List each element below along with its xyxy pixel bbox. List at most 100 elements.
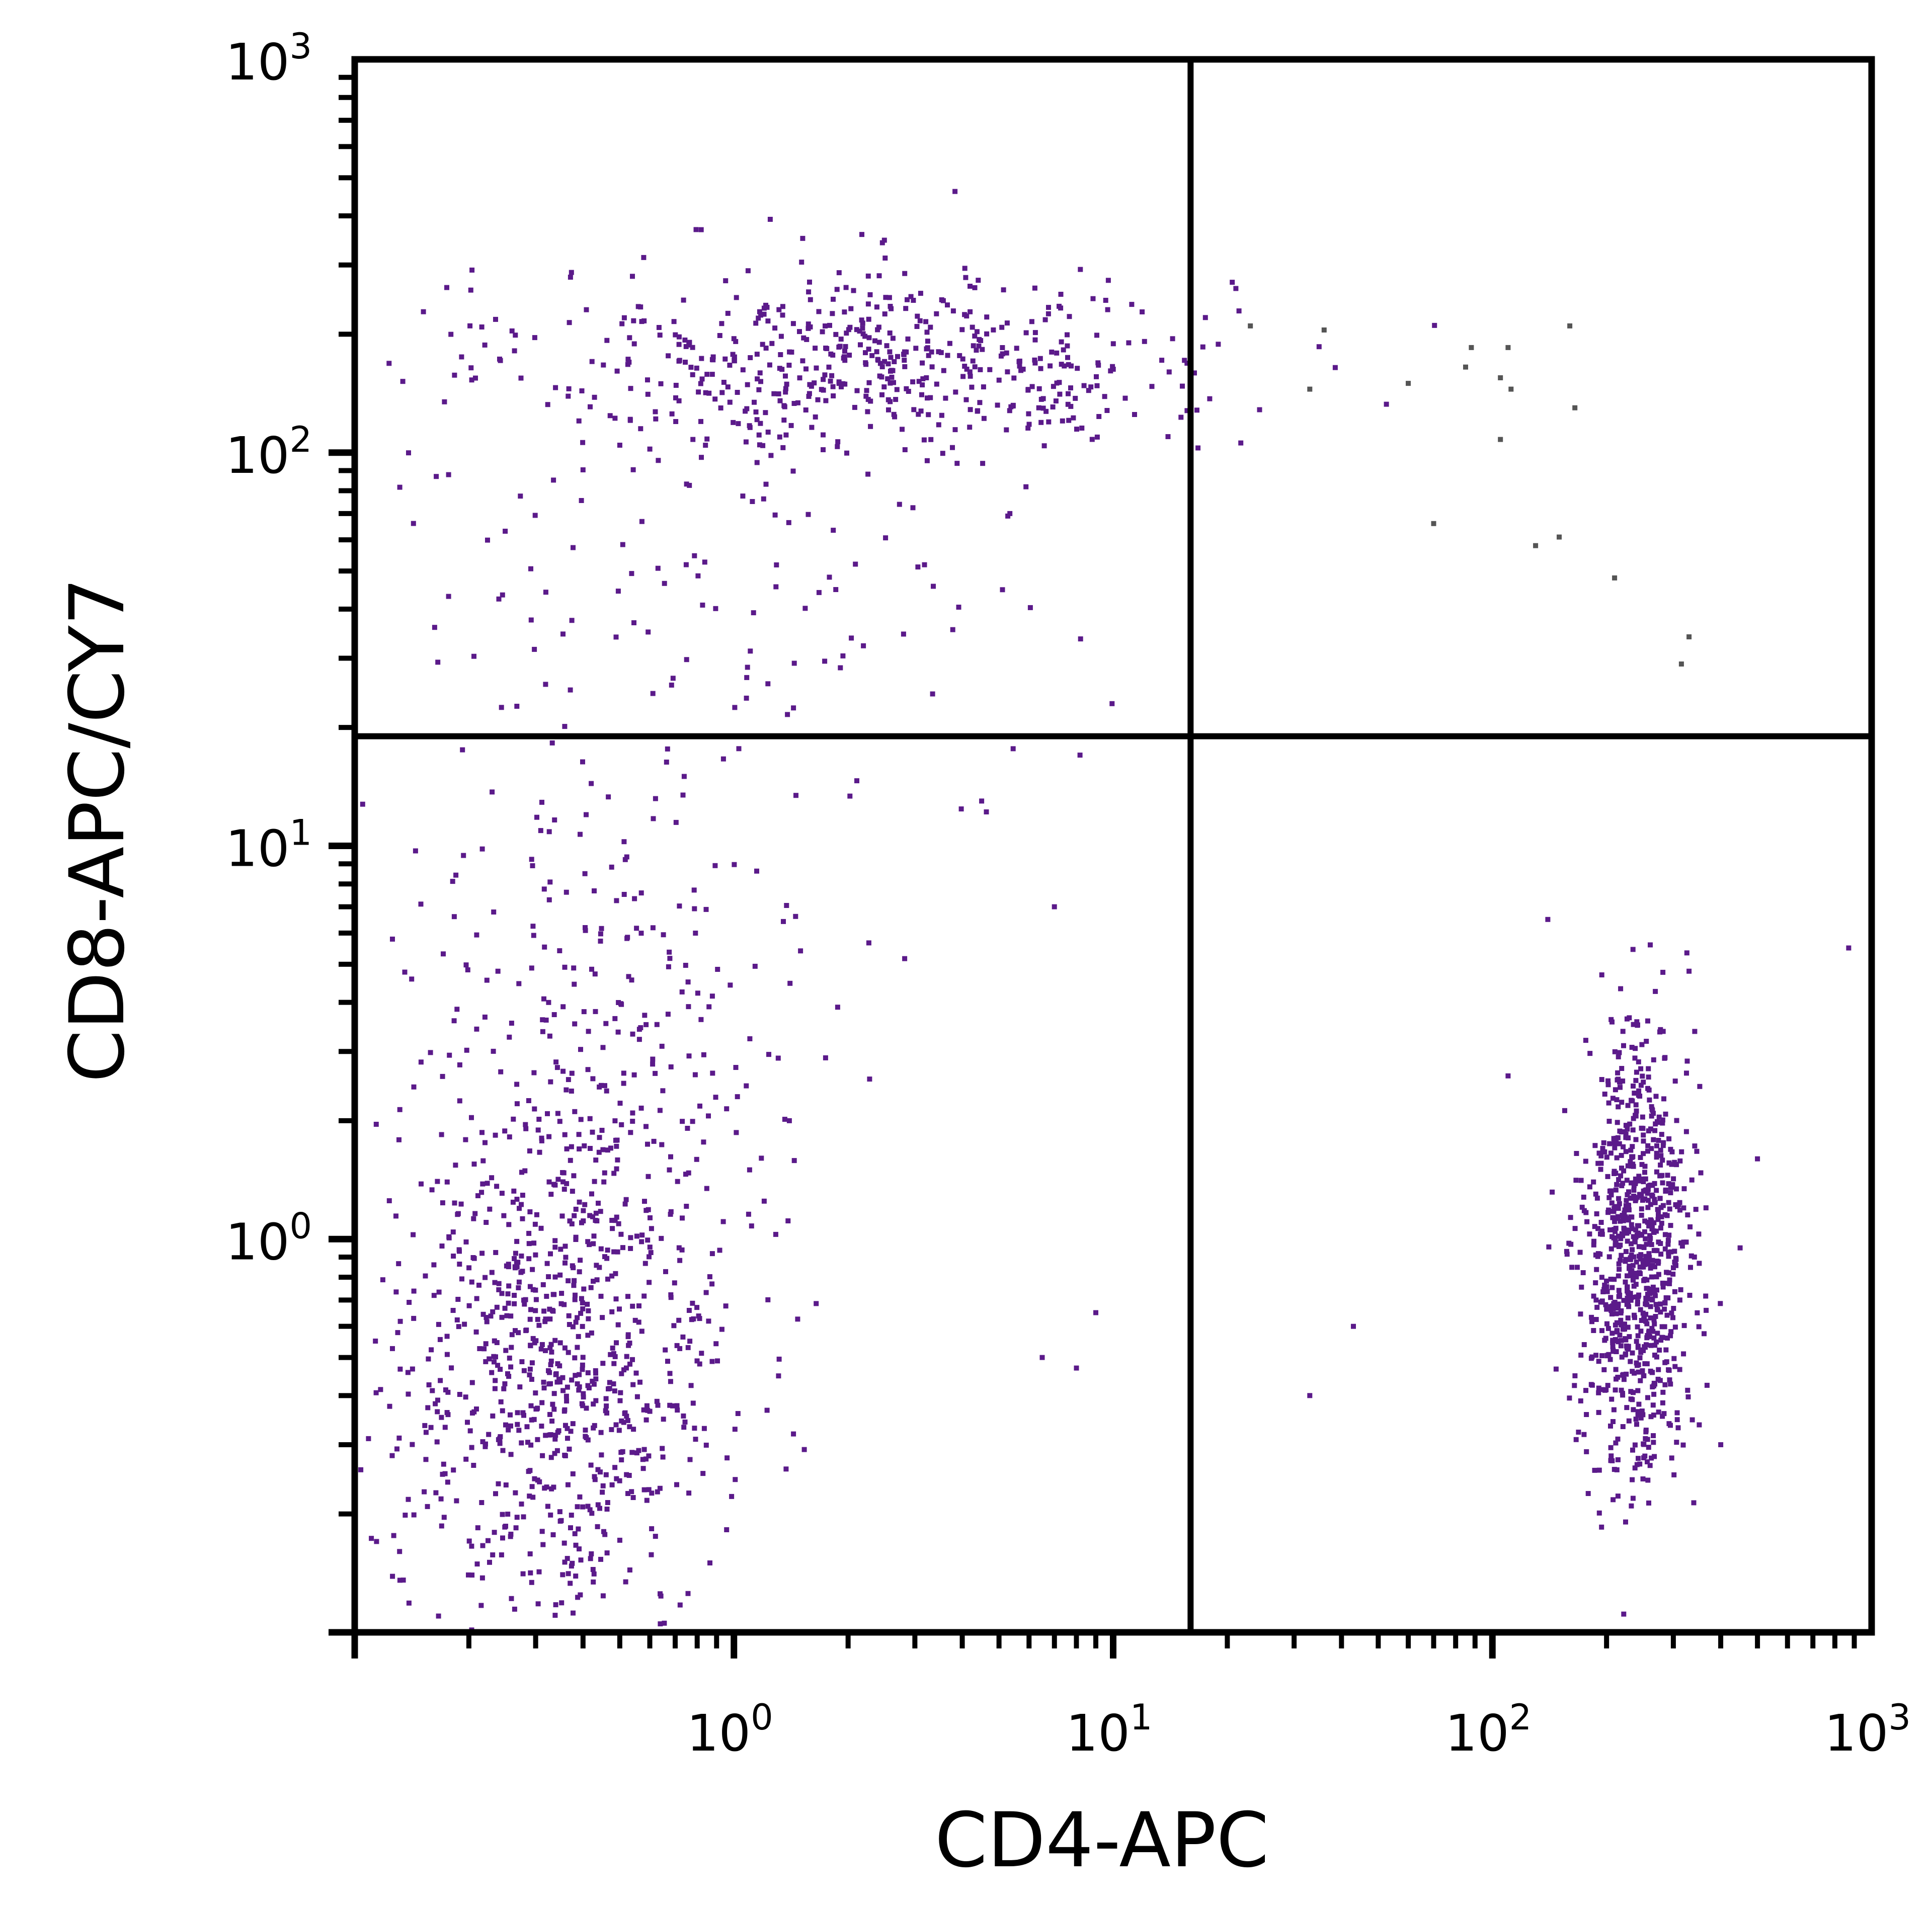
event-point <box>643 1456 649 1462</box>
event-point <box>1669 1185 1675 1190</box>
event-point <box>950 308 956 314</box>
event-point <box>586 1316 591 1321</box>
event-point <box>655 1402 661 1408</box>
event-point <box>685 1591 691 1596</box>
event-point <box>662 581 667 586</box>
event-point <box>890 368 896 373</box>
event-point <box>683 562 689 567</box>
event-point <box>551 477 556 483</box>
event-point <box>514 1260 519 1265</box>
event-point <box>1564 1252 1570 1257</box>
event-point <box>710 354 716 360</box>
event-point <box>489 1175 495 1181</box>
event-point <box>945 353 950 358</box>
event-point <box>397 1107 403 1112</box>
event-point <box>911 298 916 303</box>
event-point <box>484 1315 489 1320</box>
event-point <box>736 421 741 427</box>
event-point <box>1564 1249 1569 1254</box>
event-point <box>631 318 636 323</box>
event-point <box>1687 1293 1693 1298</box>
event-point <box>411 1288 417 1294</box>
event-point <box>609 1482 615 1487</box>
event-point <box>790 321 796 326</box>
event-point <box>521 1413 526 1418</box>
event-point <box>444 1334 450 1339</box>
event-point <box>572 981 577 987</box>
event-point <box>1431 521 1436 526</box>
event-point <box>1307 1393 1313 1398</box>
event-point <box>565 1556 570 1561</box>
event-point <box>595 1502 601 1508</box>
event-point <box>572 1297 578 1302</box>
event-point <box>691 887 697 893</box>
event-point <box>1533 543 1539 548</box>
event-point <box>584 307 589 312</box>
event-point <box>1627 1334 1632 1340</box>
event-point <box>446 1235 452 1240</box>
event-point <box>1646 1074 1651 1080</box>
event-point <box>548 1381 553 1386</box>
event-point <box>553 1372 558 1377</box>
event-point <box>390 936 395 942</box>
event-point <box>1573 1178 1579 1183</box>
event-point <box>597 1506 602 1511</box>
event-point <box>614 368 620 374</box>
event-point <box>1659 1220 1664 1226</box>
event-point <box>1652 1343 1658 1348</box>
event-point <box>1596 1467 1602 1473</box>
event-point <box>500 592 505 598</box>
event-point <box>904 349 909 355</box>
event-point <box>676 398 682 403</box>
event-point <box>512 348 517 354</box>
event-point <box>1693 1207 1699 1212</box>
event-point <box>1698 1170 1704 1176</box>
event-point <box>1661 1411 1667 1417</box>
event-point <box>1642 1315 1647 1320</box>
event-point <box>703 906 709 912</box>
event-point <box>1074 1365 1079 1371</box>
event-point <box>582 1202 588 1207</box>
event-point <box>977 337 982 342</box>
event-point <box>626 1473 632 1478</box>
event-point <box>1697 1422 1702 1428</box>
event-point <box>1182 358 1187 363</box>
event-point <box>621 839 627 845</box>
event-point <box>1023 330 1029 336</box>
event-point <box>601 362 606 368</box>
event-point <box>1654 1248 1660 1254</box>
event-point <box>1658 1147 1663 1153</box>
event-point <box>865 409 870 415</box>
event-point <box>1659 1132 1664 1137</box>
event-point <box>572 1109 578 1114</box>
event-point <box>1016 359 1022 364</box>
event-point <box>709 1359 715 1364</box>
event-point <box>494 1184 500 1189</box>
event-point <box>591 1579 596 1585</box>
event-point <box>815 397 821 402</box>
event-point <box>868 424 873 429</box>
event-point <box>1617 1128 1623 1134</box>
event-point <box>612 416 618 421</box>
event-point <box>1652 1352 1657 1358</box>
event-point <box>1610 1096 1616 1101</box>
event-point <box>390 1346 395 1351</box>
event-point <box>526 1256 532 1262</box>
event-point <box>506 1283 512 1289</box>
event-point <box>541 1379 546 1385</box>
event-point <box>471 1256 477 1261</box>
event-point <box>561 1170 567 1176</box>
event-point <box>866 316 871 322</box>
event-point <box>1643 1176 1648 1182</box>
event-point <box>422 1423 428 1428</box>
event-point <box>1184 361 1190 366</box>
event-point <box>1617 1080 1623 1085</box>
event-point <box>754 460 760 465</box>
event-point <box>1166 369 1172 375</box>
event-point <box>1620 1213 1625 1218</box>
event-point <box>645 1141 650 1147</box>
event-point <box>1631 1254 1637 1260</box>
event-point <box>698 227 704 232</box>
event-point <box>1592 1467 1597 1473</box>
event-point <box>1603 1336 1608 1341</box>
